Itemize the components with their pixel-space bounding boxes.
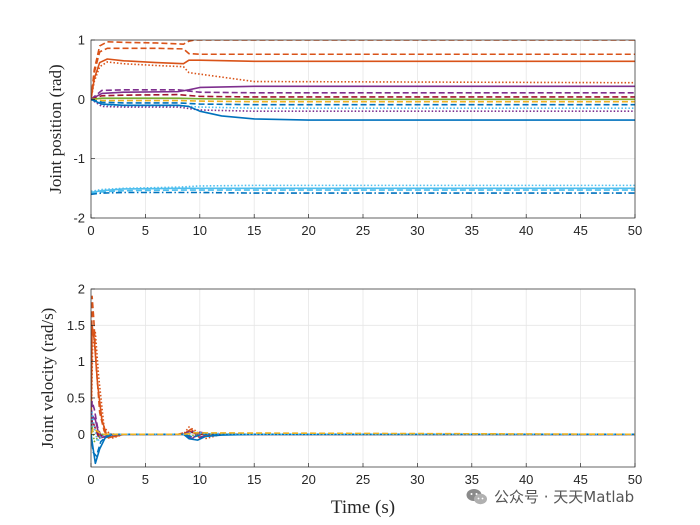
x-tick-label: 20 xyxy=(301,472,315,487)
y-tick-label: 1 xyxy=(78,33,85,48)
y-tick-label: 1 xyxy=(78,354,85,369)
y-tick-label: 0 xyxy=(78,92,85,107)
series-line-16 xyxy=(91,189,635,194)
x-tick-label: 15 xyxy=(247,472,261,487)
velocity-axes: 0 5 10 15 20 25 30 35 40 45 50 0 0.5 1 1.5 2 Joint vel… xyxy=(38,282,642,519)
x-tick-label: 20 xyxy=(301,223,315,238)
position-y-label: Joint position (rad) xyxy=(46,64,65,193)
x-tick-label: 25 xyxy=(356,223,370,238)
x-tick-label: 40 xyxy=(519,472,533,487)
series-line-17 xyxy=(91,191,635,196)
series-line-14 xyxy=(91,184,635,193)
x-tick-label: 10 xyxy=(193,223,207,238)
x-tick-label: 45 xyxy=(573,472,587,487)
series-line-7 xyxy=(91,93,635,101)
x-tick-label: 25 xyxy=(356,472,370,487)
wechat-icon xyxy=(466,488,487,504)
position-x-ticks: 0 5 10 15 20 25 30 35 40 45 50 xyxy=(87,214,642,238)
series-line-3 xyxy=(91,331,635,440)
series-line-9 xyxy=(91,433,635,457)
position-y-ticks: -2 -1 0 1 xyxy=(73,33,95,226)
x-tick-label: 10 xyxy=(193,472,207,487)
x-tick-label: 0 xyxy=(87,472,94,487)
series-line-3 xyxy=(91,58,635,100)
x-tick-label: 30 xyxy=(410,223,424,238)
y-tick-label: 0.5 xyxy=(67,390,85,405)
x-tick-label: 5 xyxy=(142,472,149,487)
x-tick-label: 0 xyxy=(87,223,94,238)
series-line-1 xyxy=(91,40,635,100)
series-line-4 xyxy=(91,61,635,100)
series-line-11 xyxy=(91,427,635,436)
series-line-8 xyxy=(91,97,635,101)
series-line-10 xyxy=(91,98,635,106)
series-line-9 xyxy=(91,98,635,103)
y-tick-label: 2 xyxy=(78,282,85,297)
y-tick-label: 1.5 xyxy=(67,318,85,333)
velocity-series xyxy=(91,295,635,465)
series-line-6 xyxy=(91,89,635,100)
y-tick-label: -1 xyxy=(73,151,85,166)
x-tick-label: 15 xyxy=(247,223,261,238)
velocity-y-ticks: 0 0.5 1 1.5 2 xyxy=(67,282,95,442)
x-tick-label: 45 xyxy=(573,223,587,238)
series-line-2 xyxy=(91,47,635,100)
watermark: 公众号 · 天天Matlab xyxy=(466,486,634,507)
y-tick-label: 0 xyxy=(78,427,85,442)
watermark-text: 公众号 · 天天Matlab xyxy=(494,488,635,506)
x-tick-label: 5 xyxy=(142,223,149,238)
x-tick-label: 50 xyxy=(628,223,642,238)
y-tick-label: -2 xyxy=(73,211,85,226)
x-tick-label: 50 xyxy=(628,472,642,487)
velocity-x-ticks: 0 5 10 15 20 25 30 35 40 45 50 xyxy=(87,463,642,487)
series-line-13 xyxy=(91,98,635,121)
x-tick-label: 35 xyxy=(465,472,479,487)
x-tick-label: 35 xyxy=(465,223,479,238)
position-axes: 0 5 10 15 20 25 30 35 40 45 50 -2 -1 0 1 Joint positi… xyxy=(46,33,642,239)
velocity-x-label: Time (s) xyxy=(331,497,395,518)
series-line-15 xyxy=(91,187,635,194)
velocity-y-label: Joint velocity (rad/s) xyxy=(38,308,57,449)
x-tick-label: 40 xyxy=(519,223,533,238)
x-tick-label: 30 xyxy=(410,472,424,487)
position-series xyxy=(91,40,635,196)
series-line-12 xyxy=(91,98,635,112)
